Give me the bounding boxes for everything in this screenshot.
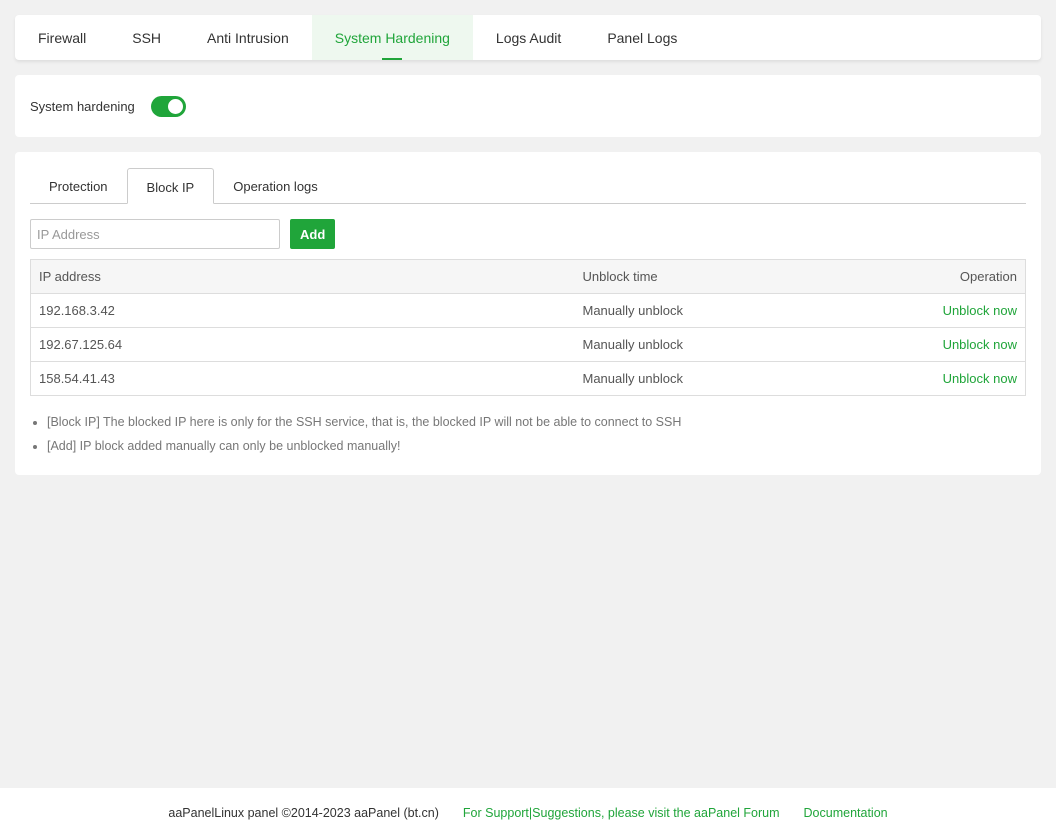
- tab-block-ip[interactable]: Block IP: [126, 168, 215, 204]
- table-row: 192.67.125.64 Manually unblock Unblock now: [30, 327, 1026, 362]
- col-ip-address: IP address: [30, 259, 575, 294]
- table-row: 158.54.41.43 Manually unblock Unblock now: [30, 361, 1026, 396]
- tab-logs-audit[interactable]: Logs Audit: [495, 30, 562, 46]
- tab-operation-logs[interactable]: Operation logs: [233, 179, 318, 194]
- ip-cell: 192.168.3.42: [30, 293, 575, 328]
- tab-protection[interactable]: Protection: [49, 179, 108, 194]
- ip-address-input[interactable]: [30, 219, 280, 249]
- ip-cell: 158.54.41.43: [30, 361, 575, 396]
- unblock-time-cell: Manually unblock: [574, 327, 828, 362]
- tab-panel-logs[interactable]: Panel Logs: [607, 30, 678, 46]
- col-unblock-time: Unblock time: [574, 259, 828, 294]
- notes-list: [Block IP] The blocked IP here is only f…: [30, 410, 1026, 458]
- sub-tabs: Protection Block IP Operation logs: [30, 168, 1026, 204]
- hardening-label: System hardening: [30, 98, 135, 114]
- unblock-time-cell: Manually unblock: [574, 361, 828, 396]
- documentation-link[interactable]: Documentation: [803, 806, 888, 820]
- note: [Block IP] The blocked IP here is only f…: [47, 410, 1026, 434]
- unblock-now-link[interactable]: Unblock now: [942, 337, 1017, 352]
- add-button[interactable]: Add: [290, 219, 336, 249]
- support-forum-link[interactable]: For Support|Suggestions, please visit th…: [462, 806, 780, 820]
- footer: aaPanelLinux panel ©2014-2023 aaPanel (b…: [0, 788, 1056, 838]
- ip-cell: 192.67.125.64: [30, 327, 575, 362]
- unblock-time-cell: Manually unblock: [574, 293, 828, 328]
- note: [Add] IP block added manually can only b…: [47, 434, 1026, 458]
- copyright: aaPanelLinux panel ©2014-2023 aaPanel (b…: [168, 806, 439, 820]
- tab-anti-intrusion[interactable]: Anti Intrusion: [207, 30, 289, 46]
- tab-ssh[interactable]: SSH: [132, 30, 162, 46]
- tab-firewall[interactable]: Firewall: [38, 30, 87, 46]
- blocked-ip-table: IP address Unblock time Operation 192.16…: [30, 259, 1026, 396]
- col-operation: Operation: [827, 259, 1026, 294]
- unblock-now-link[interactable]: Unblock now: [942, 371, 1017, 386]
- tab-system-hardening[interactable]: System Hardening: [311, 15, 473, 60]
- unblock-now-link[interactable]: Unblock now: [942, 303, 1017, 318]
- hardening-toggle[interactable]: [150, 95, 186, 117]
- top-nav: Firewall SSH Anti Intrusion System Harde…: [15, 15, 1041, 60]
- block-ip-card: Protection Block IP Operation logs Add I…: [15, 152, 1041, 475]
- table-row: 192.168.3.42 Manually unblock Unblock now: [30, 293, 1026, 328]
- hardening-card: System hardening: [15, 75, 1041, 137]
